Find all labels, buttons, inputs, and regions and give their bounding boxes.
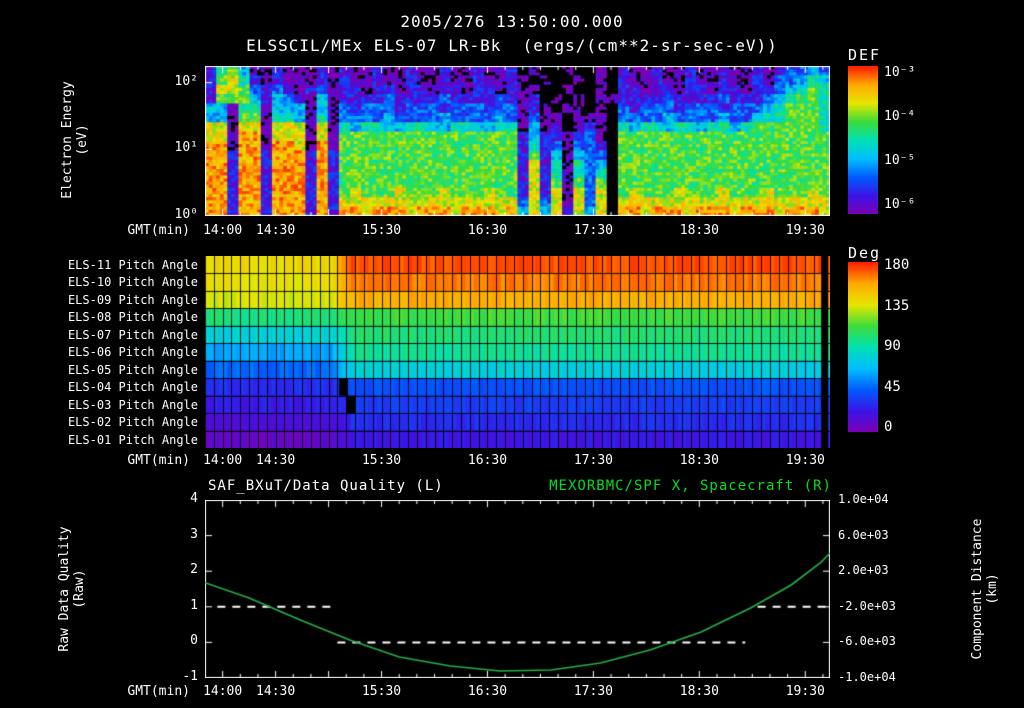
quality-distance-canvas bbox=[205, 500, 830, 678]
axis-title-line: Component Distance bbox=[970, 518, 985, 660]
distance-y-tick-label: -6.0e+03 bbox=[838, 634, 896, 649]
x-tick-label: 16:30 bbox=[467, 453, 508, 468]
x-tick-label: 15:30 bbox=[361, 453, 402, 468]
pitch-row-label: ELS-06 Pitch Angle bbox=[67, 345, 198, 360]
axis-title-line: Electron Energy bbox=[60, 81, 75, 199]
quality-y-tick-label: 3 bbox=[190, 526, 198, 542]
x-axis-title-spectrogram: GMT(min) bbox=[127, 223, 190, 238]
def-colorbar bbox=[848, 66, 878, 214]
quality-y-tick-label: 1 bbox=[190, 597, 198, 613]
quality-y-tick-label: 2 bbox=[190, 562, 198, 578]
pitch-row-label: ELS-02 Pitch Angle bbox=[67, 415, 198, 430]
distance-y-tick-label: -1.0e+04 bbox=[838, 670, 896, 684]
spec-y-axis-title: Electron Energy (eV) bbox=[60, 55, 90, 225]
pitch-row-label: ELS-01 Pitch Angle bbox=[67, 432, 198, 447]
deg-cbar-tick-label: 0 bbox=[884, 419, 893, 435]
x-tick-label: 17:30 bbox=[573, 453, 613, 468]
pitch-row-label: ELS-11 Pitch Angle bbox=[67, 258, 198, 272]
x-tick-label: 19:30 bbox=[785, 684, 825, 699]
deg-cbar-tick-label: 135 bbox=[884, 297, 910, 314]
plot-datetime-title: 2005/276 13:50:00.000 bbox=[400, 12, 624, 31]
x-tick-label: 14:30 bbox=[256, 453, 296, 468]
deg-cbar-tick-label: 45 bbox=[884, 378, 901, 395]
axis-title-line: (km) bbox=[985, 573, 1000, 605]
pitch-row-label: ELS-08 Pitch Angle bbox=[67, 310, 198, 325]
x-tick-label: 18:30 bbox=[679, 223, 719, 238]
distance-y-tick-label: 1.0e+04 bbox=[838, 492, 889, 506]
quality-panel-title-left: SAF_BXuT/Data Quality (L) bbox=[208, 478, 444, 494]
pitch-row-label: ELS-07 Pitch Angle bbox=[67, 327, 198, 342]
x-tick-label: 14:30 bbox=[256, 223, 296, 238]
deg-cbar-tick-label: 180 bbox=[884, 257, 910, 273]
def-cbar-tick-label: 10⁻⁶ bbox=[884, 197, 916, 212]
x-tick-label: 14:00 bbox=[203, 684, 243, 699]
pitch-row-label: ELS-10 Pitch Angle bbox=[67, 275, 198, 290]
x-tick-label: 14:00 bbox=[203, 223, 243, 238]
x-axis-title-quality: GMT(min) bbox=[127, 684, 190, 699]
axis-title-line: (Raw) bbox=[72, 569, 87, 609]
pitch-row-label: ELS-03 Pitch Angle bbox=[67, 397, 198, 412]
def-cbar-tick-label: 10⁻⁴ bbox=[884, 109, 916, 124]
pitch-angle-canvas bbox=[205, 256, 830, 448]
quality-y-axis-title: Raw Data Quality (Raw) bbox=[57, 504, 87, 674]
axis-title-line: (eV) bbox=[75, 124, 90, 156]
x-tick-label: 17:30 bbox=[573, 684, 613, 699]
def-cbar-tick-label: 10⁻⁵ bbox=[884, 153, 916, 168]
distance-y-axis-title: Component Distance (km) bbox=[970, 494, 1000, 684]
def-colorbar-title: DEF bbox=[848, 46, 882, 64]
distance-y-tick-label: -2.0e+03 bbox=[838, 598, 896, 613]
deg-cbar-tick-label: 90 bbox=[884, 338, 901, 354]
x-tick-label: 15:30 bbox=[361, 684, 402, 699]
x-tick-label: 18:30 bbox=[679, 453, 719, 468]
x-tick-label: 15:30 bbox=[361, 223, 402, 238]
x-tick-label: 14:00 bbox=[203, 453, 243, 468]
deg-colorbar-title: Deg bbox=[848, 244, 882, 262]
x-axis-title-pitch: GMT(min) bbox=[127, 453, 190, 468]
deg-colorbar bbox=[848, 262, 878, 432]
energy-spectrogram-canvas bbox=[205, 66, 830, 216]
x-tick-label: 16:30 bbox=[467, 223, 508, 238]
def-cbar-tick-label: 10⁻³ bbox=[884, 65, 916, 80]
quality-y-tick-label: -1 bbox=[182, 669, 198, 684]
spec-y-tick-label: 10² bbox=[174, 73, 198, 89]
distance-y-tick-label: 2.0e+03 bbox=[838, 563, 889, 578]
spec-y-tick-label: 10¹ bbox=[174, 140, 198, 156]
x-tick-label: 16:30 bbox=[467, 684, 508, 699]
x-tick-label: 18:30 bbox=[679, 684, 719, 699]
x-tick-label: 19:30 bbox=[785, 223, 825, 238]
pitch-row-label: ELS-04 Pitch Angle bbox=[67, 380, 198, 395]
spec-y-tick-label: 10⁰ bbox=[174, 207, 198, 222]
quality-y-tick-label: 0 bbox=[190, 633, 198, 649]
pitch-row-label: ELS-05 Pitch Angle bbox=[67, 362, 198, 377]
x-tick-label: 19:30 bbox=[785, 453, 825, 468]
x-tick-label: 14:30 bbox=[256, 684, 296, 699]
distance-y-tick-label: 6.0e+03 bbox=[838, 527, 889, 542]
plot-instrument-title: ELSSCIL/MEx ELS-07 LR-Bk (ergs/(cm**2-sr… bbox=[246, 36, 778, 55]
x-tick-label: 17:30 bbox=[573, 223, 613, 238]
quality-panel-title-right: MEXORBMC/SPF X, Spacecraft (R) bbox=[549, 478, 832, 494]
pitch-row-label: ELS-09 Pitch Angle bbox=[67, 292, 198, 307]
axis-title-line: Raw Data Quality bbox=[57, 526, 72, 652]
quality-y-tick-label: 4 bbox=[190, 491, 198, 506]
